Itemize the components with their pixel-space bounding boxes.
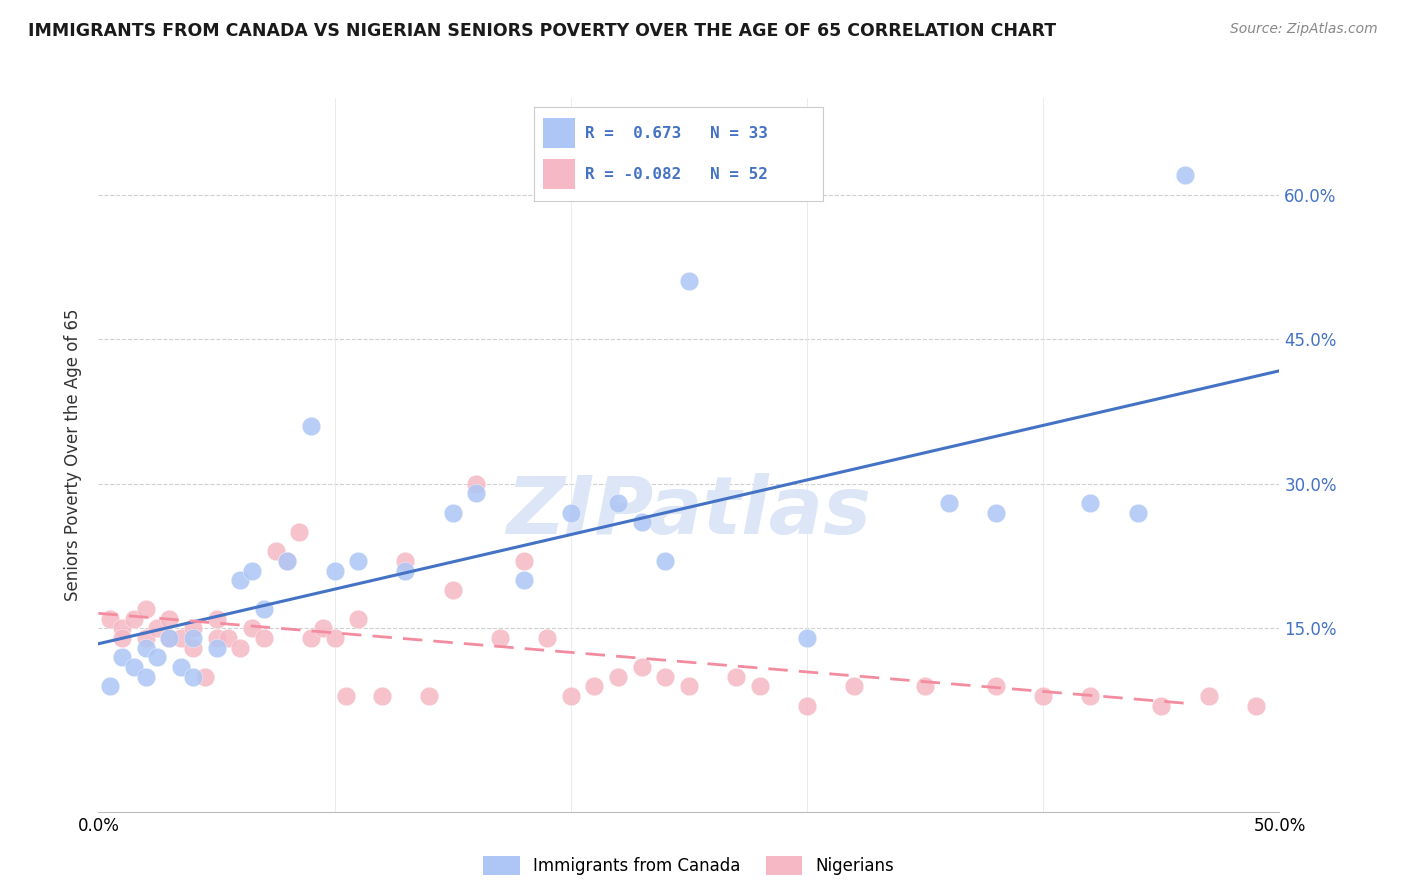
Point xyxy=(146,622,169,636)
Point xyxy=(98,612,121,626)
Point xyxy=(135,640,157,655)
Point xyxy=(240,622,263,636)
Point xyxy=(194,670,217,684)
Point xyxy=(288,524,311,539)
Point xyxy=(170,660,193,674)
Point xyxy=(607,496,630,510)
Text: R = -0.082   N = 52: R = -0.082 N = 52 xyxy=(585,167,768,182)
Point xyxy=(678,679,700,693)
Point xyxy=(312,622,335,636)
Point xyxy=(394,564,416,578)
Point xyxy=(229,574,252,588)
Point xyxy=(536,631,558,645)
Point xyxy=(394,554,416,568)
Point xyxy=(630,516,652,530)
Point xyxy=(98,679,121,693)
Point xyxy=(122,660,145,674)
Point xyxy=(1032,689,1054,703)
Y-axis label: Seniors Poverty Over the Age of 65: Seniors Poverty Over the Age of 65 xyxy=(65,309,83,601)
Point xyxy=(938,496,960,510)
Text: IMMIGRANTS FROM CANADA VS NIGERIAN SENIORS POVERTY OVER THE AGE OF 65 CORRELATIO: IMMIGRANTS FROM CANADA VS NIGERIAN SENIO… xyxy=(28,22,1056,40)
Point xyxy=(1080,496,1102,510)
Point xyxy=(205,640,228,655)
Text: ZIPatlas: ZIPatlas xyxy=(506,473,872,551)
Point xyxy=(111,631,134,645)
Point xyxy=(253,602,276,616)
Point xyxy=(725,670,748,684)
Point xyxy=(418,689,440,703)
Point xyxy=(512,574,534,588)
Point xyxy=(441,582,464,597)
Point xyxy=(347,554,370,568)
Bar xyxy=(543,119,575,148)
Point xyxy=(135,602,157,616)
Point xyxy=(914,679,936,693)
Point xyxy=(371,689,394,703)
Point xyxy=(560,506,582,520)
Point xyxy=(1174,168,1197,182)
Point xyxy=(181,631,204,645)
Point xyxy=(135,631,157,645)
Point xyxy=(654,670,676,684)
Point xyxy=(299,419,322,434)
Point xyxy=(181,640,204,655)
Point xyxy=(264,544,287,558)
Bar xyxy=(543,160,575,189)
Point xyxy=(583,679,606,693)
Point xyxy=(347,612,370,626)
Point xyxy=(1126,506,1149,520)
Point xyxy=(678,274,700,288)
Point xyxy=(205,631,228,645)
Point xyxy=(630,660,652,674)
Point xyxy=(560,689,582,703)
Point xyxy=(135,670,157,684)
Point xyxy=(217,631,239,645)
Point xyxy=(441,506,464,520)
Point xyxy=(335,689,357,703)
Point xyxy=(489,631,512,645)
Point xyxy=(157,631,180,645)
Point xyxy=(654,554,676,568)
Point xyxy=(229,640,252,655)
Point xyxy=(122,612,145,626)
Point xyxy=(512,554,534,568)
Text: R =  0.673   N = 33: R = 0.673 N = 33 xyxy=(585,126,768,141)
Point xyxy=(844,679,866,693)
Point xyxy=(276,554,298,568)
Point xyxy=(170,631,193,645)
Point xyxy=(157,631,180,645)
Point xyxy=(181,670,204,684)
Point xyxy=(157,612,180,626)
Point xyxy=(1198,689,1220,703)
Point xyxy=(1150,698,1173,713)
Point xyxy=(465,486,488,500)
Point xyxy=(299,631,322,645)
Point xyxy=(253,631,276,645)
Point xyxy=(181,622,204,636)
Legend: Immigrants from Canada, Nigerians: Immigrants from Canada, Nigerians xyxy=(477,849,901,882)
Point xyxy=(1080,689,1102,703)
Point xyxy=(146,650,169,665)
Point xyxy=(984,679,1007,693)
Point xyxy=(465,476,488,491)
Point xyxy=(240,564,263,578)
Point xyxy=(111,650,134,665)
Point xyxy=(748,679,770,693)
Point xyxy=(796,631,818,645)
Point xyxy=(323,631,346,645)
Point xyxy=(205,612,228,626)
Point xyxy=(111,622,134,636)
Point xyxy=(276,554,298,568)
Point xyxy=(1244,698,1267,713)
Point xyxy=(607,670,630,684)
Point xyxy=(323,564,346,578)
Point xyxy=(984,506,1007,520)
Text: Source: ZipAtlas.com: Source: ZipAtlas.com xyxy=(1230,22,1378,37)
Point xyxy=(796,698,818,713)
